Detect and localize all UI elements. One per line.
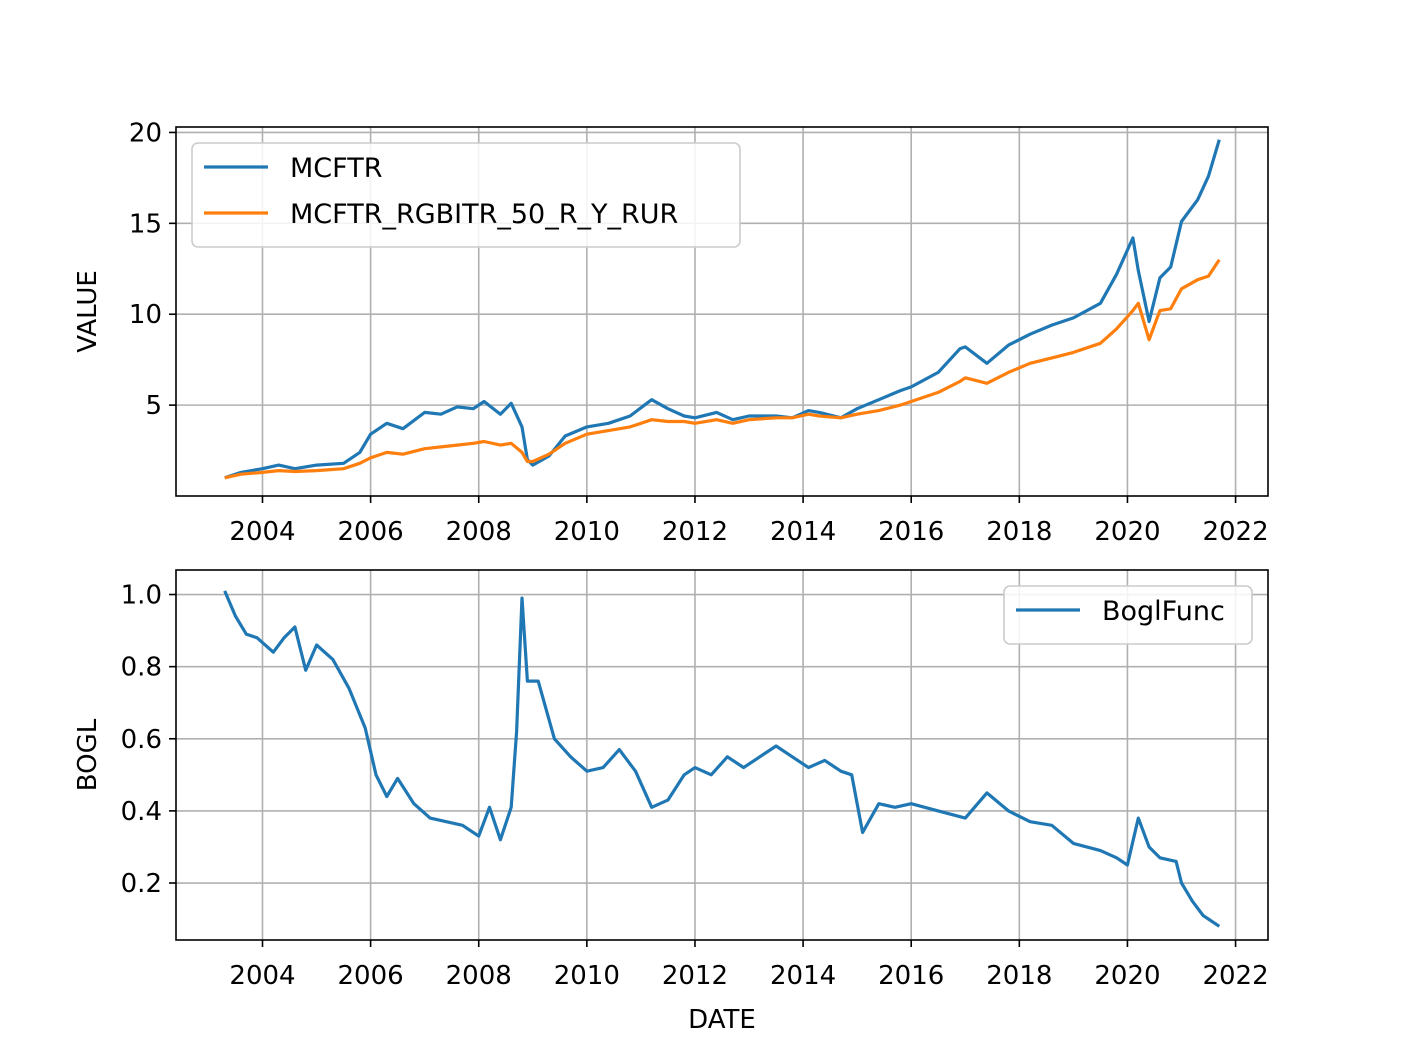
bogl-legend: BoglFunc (1003, 585, 1253, 645)
x-tick-label-2006: 2006 (338, 961, 404, 991)
y-tick-label-0-6: 0.6 (121, 725, 162, 755)
y-axis-label: VALUE (73, 270, 103, 353)
y-tick-label-0-4: 0.4 (121, 797, 162, 827)
x-tick-label-2022: 2022 (1202, 517, 1268, 547)
value-chart: 2004 2006 2008 2010 2012 2014 2016 2018 2020 2022… (73, 118, 1269, 547)
y-axis-label: BOGL (73, 718, 103, 791)
x-tick-label-2008: 2008 (446, 961, 512, 991)
x-tick-label-2016: 2016 (878, 517, 944, 547)
y-tick-label-5: 5 (145, 391, 162, 421)
x-axis-label: DATE (688, 1005, 756, 1035)
y-tick-label-0-8: 0.8 (121, 653, 162, 683)
legend-label-boglfunc: BoglFunc (1102, 596, 1225, 627)
legend-box (1003, 585, 1253, 645)
x-tick-label-2020: 2020 (1094, 961, 1160, 991)
x-tick-label-2016: 2016 (878, 961, 944, 991)
x-tick-label-2018: 2018 (986, 517, 1052, 547)
legend-label-mcftr: MCFTR (290, 153, 382, 184)
x-tick-label-2012: 2012 (662, 961, 728, 991)
bogl-axes-frame (175, 569, 1269, 941)
x-tick-label-2020: 2020 (1094, 517, 1160, 547)
value-axes-frame (175, 126, 1269, 497)
x-tick-label-2012: 2012 (662, 517, 728, 547)
series-line-mcftr (224, 139, 1221, 480)
x-tick-label-2022: 2022 (1202, 961, 1268, 991)
x-tick-label-2014: 2014 (770, 961, 836, 991)
legend-box (191, 142, 741, 248)
x-tick-label-2014: 2014 (770, 517, 836, 547)
x-tick-label-2018: 2018 (986, 961, 1052, 991)
x-tick-label-2010: 2010 (554, 961, 620, 991)
value-legend: MCFTR MCFTR_RGBITR_50_R_Y_RUR (191, 142, 741, 248)
x-tick-label-2004: 2004 (229, 517, 295, 547)
series-line-mcftr-rgbitr-50-r-y-rur (224, 258, 1221, 480)
y-tick-label-20: 20 (129, 118, 162, 148)
bogl-chart: 2004 2006 2008 2010 2012 2014 2016 2018 2020 2022… (73, 569, 1269, 1035)
y-tick-label-15: 15 (129, 209, 162, 239)
x-tick-label-2010: 2010 (554, 517, 620, 547)
y-tick-label-0-2: 0.2 (121, 869, 162, 899)
x-tick-label-2008: 2008 (446, 517, 512, 547)
y-tick-label-1-0: 1.0 (121, 581, 162, 611)
y-tick-label-10: 10 (129, 300, 162, 330)
series-line-boglfunc (223, 590, 1221, 928)
legend-label-mcftr-rgbitr-50-r-y-rur: MCFTR_RGBITR_50_R_Y_RUR (290, 199, 678, 230)
x-tick-label-2006: 2006 (338, 517, 404, 547)
x-tick-label-2004: 2004 (229, 961, 295, 991)
